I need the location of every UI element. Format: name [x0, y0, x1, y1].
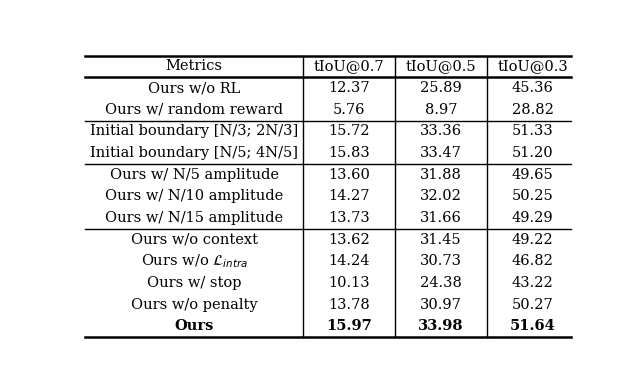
Text: 10.13: 10.13: [328, 276, 370, 290]
Text: 30.73: 30.73: [420, 254, 462, 268]
Text: Ours w/ random reward: Ours w/ random reward: [105, 103, 283, 117]
Text: Ours w/o context: Ours w/o context: [131, 233, 257, 247]
Text: Ours w/ N/5 amplitude: Ours w/ N/5 amplitude: [109, 168, 278, 182]
Text: 51.20: 51.20: [512, 146, 554, 160]
Text: 30.97: 30.97: [420, 298, 462, 312]
Text: 13.60: 13.60: [328, 168, 370, 182]
Text: Initial boundary [N/3; 2N/3]: Initial boundary [N/3; 2N/3]: [90, 124, 298, 138]
Text: 13.62: 13.62: [328, 233, 370, 247]
Text: 49.22: 49.22: [512, 233, 554, 247]
Text: Ours w/ N/15 amplitude: Ours w/ N/15 amplitude: [105, 211, 283, 225]
Text: Ours w/ stop: Ours w/ stop: [147, 276, 241, 290]
Text: 13.78: 13.78: [328, 298, 370, 312]
Text: 14.24: 14.24: [328, 254, 370, 268]
Text: Ours w/o RL: Ours w/o RL: [148, 81, 240, 95]
Text: 45.36: 45.36: [511, 81, 554, 95]
Text: 49.29: 49.29: [512, 211, 554, 225]
Text: 51.64: 51.64: [509, 319, 556, 333]
Text: tIoU@0.7: tIoU@0.7: [314, 60, 385, 74]
Text: 50.27: 50.27: [512, 298, 554, 312]
Text: 50.25: 50.25: [512, 189, 554, 203]
Text: 12.37: 12.37: [328, 81, 370, 95]
Text: 32.02: 32.02: [420, 189, 462, 203]
Text: 13.73: 13.73: [328, 211, 370, 225]
Text: 14.27: 14.27: [328, 189, 370, 203]
Text: tIoU@0.3: tIoU@0.3: [497, 60, 568, 74]
Text: 15.72: 15.72: [328, 124, 370, 138]
Text: 8.97: 8.97: [424, 103, 457, 117]
Text: 31.88: 31.88: [420, 168, 462, 182]
Text: Metrics: Metrics: [166, 60, 223, 74]
Text: Ours w/o $\mathcal{L}_{intra}$: Ours w/o $\mathcal{L}_{intra}$: [141, 252, 248, 270]
Text: 43.22: 43.22: [512, 276, 554, 290]
Text: 5.76: 5.76: [333, 103, 365, 117]
Text: Ours: Ours: [174, 319, 214, 333]
Text: 31.66: 31.66: [420, 211, 462, 225]
Text: 15.97: 15.97: [326, 319, 372, 333]
Text: 49.65: 49.65: [512, 168, 554, 182]
Text: Ours w/o penalty: Ours w/o penalty: [131, 298, 257, 312]
Text: Ours w/ N/10 amplitude: Ours w/ N/10 amplitude: [105, 189, 284, 203]
Text: 51.33: 51.33: [512, 124, 554, 138]
Text: 31.45: 31.45: [420, 233, 461, 247]
Text: 33.47: 33.47: [420, 146, 462, 160]
Text: 15.83: 15.83: [328, 146, 370, 160]
Text: 24.38: 24.38: [420, 276, 462, 290]
Text: tIoU@0.5: tIoU@0.5: [406, 60, 476, 74]
Text: 28.82: 28.82: [511, 103, 554, 117]
Text: 33.36: 33.36: [420, 124, 462, 138]
Text: 33.98: 33.98: [418, 319, 463, 333]
Text: Initial boundary [N/5; 4N/5]: Initial boundary [N/5; 4N/5]: [90, 146, 298, 160]
Text: 46.82: 46.82: [511, 254, 554, 268]
Text: 25.89: 25.89: [420, 81, 461, 95]
